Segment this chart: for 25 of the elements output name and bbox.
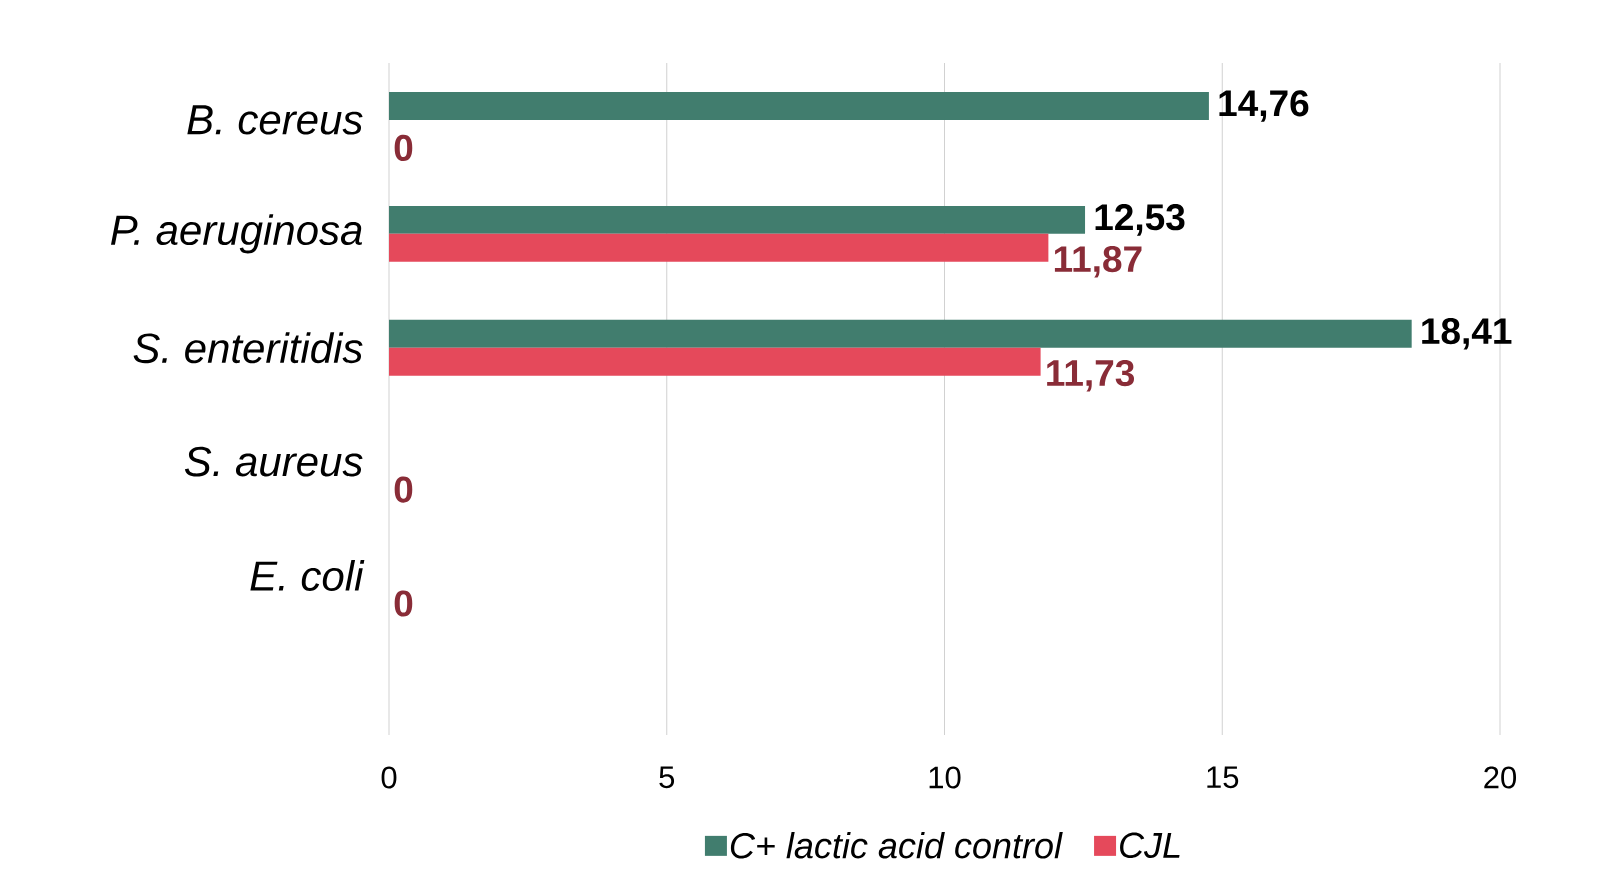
bar	[389, 92, 1209, 120]
y-tick-label: S. enteritidis	[133, 332, 363, 364]
data-label: 11,73	[1047, 359, 1135, 392]
bar	[389, 347, 1041, 376]
x-tick-label: 20	[1484, 766, 1517, 789]
legend-label: CJL	[1120, 832, 1180, 859]
x-tick-label: 0	[381, 766, 397, 789]
data-label: 18,41	[1422, 318, 1512, 350]
bar	[389, 205, 1086, 234]
data-label: 0	[394, 134, 413, 161]
data-label: 0	[394, 476, 413, 503]
y-tick-label: E. coli	[250, 560, 365, 591]
data-label: 11,87	[1054, 246, 1142, 278]
data-label: 14,76	[1219, 90, 1309, 122]
data-label: 12,53	[1095, 204, 1185, 236]
x-tick-label: 10	[929, 766, 961, 789]
y-tick-label: B. cereus	[187, 105, 363, 135]
y-tick-label: P. aeruginosa	[111, 214, 362, 254]
x-tick-label: 15	[1207, 766, 1239, 789]
x-tick-label: 5	[659, 766, 675, 789]
bar	[389, 233, 1049, 262]
bar	[389, 319, 1412, 348]
data-label: 0	[394, 590, 413, 617]
y-tick-label: S. aureus	[184, 446, 363, 477]
legend-label: C+ lactic acid control	[730, 832, 1063, 859]
